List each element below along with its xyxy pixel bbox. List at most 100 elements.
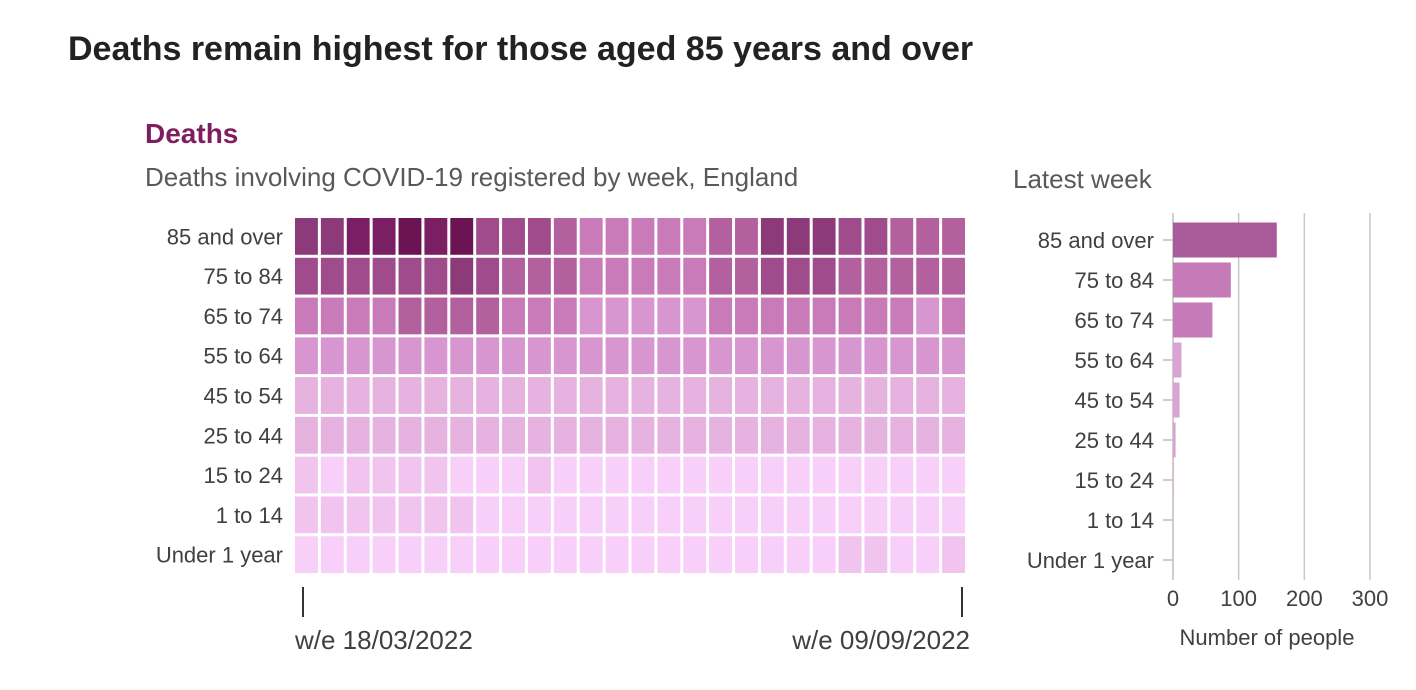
heatmap-cell bbox=[553, 536, 577, 573]
heatmap-cell bbox=[346, 496, 370, 534]
heatmap-cell bbox=[527, 377, 551, 414]
heatmap-cell bbox=[476, 377, 500, 414]
heatmap-cell bbox=[631, 297, 655, 335]
heatmap-cell bbox=[424, 257, 448, 295]
heatmap-cell bbox=[709, 257, 733, 295]
bar-category-label: Under 1 year bbox=[1027, 548, 1154, 573]
heatmap-cell bbox=[657, 218, 681, 255]
heatmap-cell bbox=[916, 496, 940, 534]
heatmap-cell bbox=[502, 536, 525, 573]
bar-chart-x-axis: 0 100 200 300 Number of people bbox=[1167, 586, 1388, 650]
heatmap-cell bbox=[942, 536, 965, 573]
heatmap-cell bbox=[838, 536, 862, 573]
heatmap-cell bbox=[631, 536, 655, 573]
heatmap-cell bbox=[709, 416, 733, 454]
heatmap-cell bbox=[786, 496, 810, 534]
bar-category-label: 1 to 14 bbox=[1087, 508, 1154, 533]
heatmap-start-label: w/e 18/03/2022 bbox=[294, 625, 473, 655]
heatmap-cell bbox=[786, 257, 810, 295]
heatmap-row-label: 45 to 54 bbox=[203, 384, 283, 409]
heatmap-cell bbox=[657, 536, 681, 573]
heatmap-cell bbox=[683, 218, 707, 255]
heatmap-row-label: 15 to 24 bbox=[203, 463, 283, 488]
heatmap-cell bbox=[916, 257, 940, 295]
heatmap-cell bbox=[476, 337, 500, 375]
heatmap-cell bbox=[502, 496, 525, 534]
heatmap-cell bbox=[295, 416, 318, 454]
heatmap-cell bbox=[657, 337, 681, 375]
heatmap-cell bbox=[812, 377, 836, 414]
bar-x-tick-label: 300 bbox=[1352, 586, 1389, 611]
heatmap-cell bbox=[372, 257, 396, 295]
heatmap-cell bbox=[295, 297, 318, 335]
heatmap-cell bbox=[476, 496, 500, 534]
heatmap-cell bbox=[346, 377, 370, 414]
heatmap-cell bbox=[553, 218, 577, 255]
heatmap-cell bbox=[657, 416, 681, 454]
heatmap-cell bbox=[527, 416, 551, 454]
heatmap-cell bbox=[890, 456, 914, 494]
heatmap-cell bbox=[346, 456, 370, 494]
heatmap-cell bbox=[735, 257, 758, 295]
heatmap-cell bbox=[372, 416, 396, 454]
heatmap-cell bbox=[450, 297, 474, 335]
heatmap-row-label: 1 to 14 bbox=[216, 503, 283, 528]
heatmap-cell bbox=[502, 416, 525, 454]
bar-chart-bars bbox=[1173, 222, 1277, 498]
heatmap-cell bbox=[320, 337, 344, 375]
heatmap-cell bbox=[864, 218, 888, 255]
heatmap-cell bbox=[812, 536, 836, 573]
heatmap-cell bbox=[916, 377, 940, 414]
bar-category-label: 65 to 74 bbox=[1074, 308, 1154, 333]
heatmap-cell bbox=[709, 218, 733, 255]
heatmap-end-label: w/e 09/09/2022 bbox=[791, 625, 970, 655]
heatmap-cell bbox=[372, 218, 396, 255]
heatmap-cell bbox=[709, 496, 733, 534]
heatmap-cell bbox=[916, 536, 940, 573]
heatmap-cell bbox=[735, 416, 758, 454]
heatmap-cell bbox=[760, 456, 784, 494]
bar bbox=[1173, 462, 1174, 498]
bar bbox=[1173, 342, 1182, 378]
heatmap-cell bbox=[916, 416, 940, 454]
heatmap-cell bbox=[398, 456, 422, 494]
heatmap-row-labels: 85 and over 75 to 84 65 to 74 55 to 64 45 to… bbox=[156, 224, 283, 567]
heatmap-cell bbox=[502, 297, 525, 335]
heatmap-cell bbox=[838, 297, 862, 335]
heatmap-cell bbox=[424, 536, 448, 573]
heatmap-cell bbox=[398, 337, 422, 375]
heatmap-cell bbox=[502, 218, 525, 255]
heatmap-cell bbox=[605, 456, 629, 494]
heatmap-cell bbox=[424, 218, 448, 255]
heatmap-cell bbox=[657, 456, 681, 494]
heatmap-row-label: 65 to 74 bbox=[203, 304, 283, 329]
heatmap-cell bbox=[476, 297, 500, 335]
heatmap-cell bbox=[942, 496, 965, 534]
heatmap-cell bbox=[450, 377, 474, 414]
heatmap-cell bbox=[320, 377, 344, 414]
heatmap-cell bbox=[424, 297, 448, 335]
heatmap-cell bbox=[838, 496, 862, 534]
chart-title: Deaths remain highest for those aged 85 … bbox=[68, 30, 974, 68]
heatmap-cell bbox=[450, 496, 474, 534]
heatmap-cell bbox=[372, 496, 396, 534]
heatmap-cell bbox=[709, 536, 733, 573]
heatmap-cell bbox=[916, 456, 940, 494]
heatmap-cell bbox=[320, 416, 344, 454]
bar bbox=[1173, 422, 1176, 458]
heatmap-cell bbox=[709, 377, 733, 414]
heatmap-cell bbox=[760, 536, 784, 573]
heatmap-cell bbox=[760, 496, 784, 534]
heatmap-cell bbox=[890, 337, 914, 375]
bar bbox=[1173, 302, 1213, 338]
heatmap-cell bbox=[760, 377, 784, 414]
heatmap-cell bbox=[295, 377, 318, 414]
heatmap-cell bbox=[657, 297, 681, 335]
heatmap-cell bbox=[942, 456, 965, 494]
heatmap-cell bbox=[553, 297, 577, 335]
heatmap-cell bbox=[553, 377, 577, 414]
heatmap-cell bbox=[320, 496, 344, 534]
heatmap-cell bbox=[424, 337, 448, 375]
heatmap-cell bbox=[812, 496, 836, 534]
heatmap-cell bbox=[372, 297, 396, 335]
